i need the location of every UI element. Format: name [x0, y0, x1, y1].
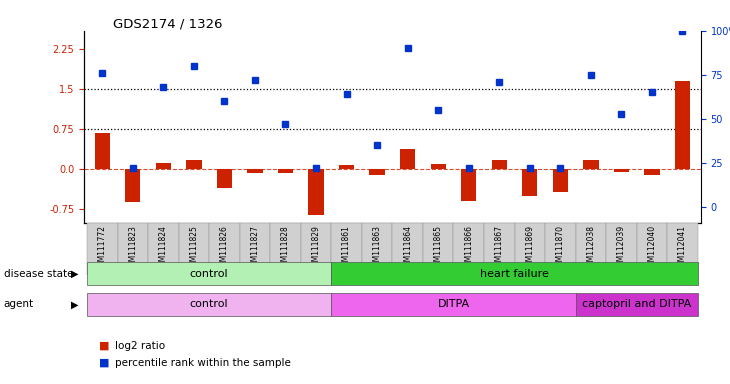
Text: ■: ■	[99, 358, 109, 368]
Bar	[614, 169, 629, 172]
Bar	[645, 169, 660, 175]
Bar	[575, 293, 698, 316]
Text: GSM111823: GSM111823	[128, 225, 137, 271]
Bar	[155, 163, 171, 169]
Bar	[331, 223, 362, 275]
Bar	[545, 223, 575, 275]
Bar	[247, 169, 263, 173]
Bar	[148, 223, 179, 275]
Bar	[515, 223, 545, 275]
Bar	[87, 223, 118, 275]
Bar	[278, 169, 293, 173]
Text: GSM111869: GSM111869	[526, 225, 534, 271]
Text: GSM111861: GSM111861	[342, 225, 351, 271]
Bar	[423, 223, 453, 275]
Text: ▶: ▶	[71, 268, 78, 279]
Text: GSM111863: GSM111863	[372, 225, 382, 271]
Text: captopril and DITPA: captopril and DITPA	[582, 299, 691, 310]
Bar	[210, 223, 239, 275]
Text: GSM111827: GSM111827	[250, 225, 259, 271]
Text: GSM111867: GSM111867	[495, 225, 504, 271]
Text: GSM111866: GSM111866	[464, 225, 473, 271]
Text: GSM112041: GSM112041	[678, 225, 687, 271]
Bar	[95, 133, 110, 169]
Text: DITPA: DITPA	[437, 299, 469, 310]
Text: GSM112040: GSM112040	[648, 225, 656, 271]
Bar	[339, 165, 354, 169]
Bar	[87, 262, 331, 285]
Text: GSM111828: GSM111828	[281, 225, 290, 271]
Text: disease state: disease state	[4, 268, 73, 279]
Bar	[217, 169, 232, 188]
Bar	[308, 169, 323, 215]
Bar	[400, 149, 415, 169]
Bar	[453, 223, 484, 275]
Bar	[637, 223, 667, 275]
Bar	[393, 223, 423, 275]
Bar	[575, 223, 606, 275]
Text: GSM111824: GSM111824	[159, 225, 168, 271]
Text: ■: ■	[99, 341, 109, 351]
Bar	[431, 164, 446, 169]
Text: ▶: ▶	[71, 299, 78, 310]
Text: log2 ratio: log2 ratio	[115, 341, 165, 351]
Text: percentile rank within the sample: percentile rank within the sample	[115, 358, 291, 368]
Text: GSM112038: GSM112038	[586, 225, 596, 271]
Text: control: control	[190, 299, 228, 310]
Text: GSM112039: GSM112039	[617, 225, 626, 271]
Text: GDS2174 / 1326: GDS2174 / 1326	[113, 17, 223, 30]
Bar	[331, 262, 698, 285]
Text: control: control	[190, 268, 228, 279]
Bar	[186, 161, 201, 169]
Bar	[179, 223, 210, 275]
Text: GSM111829: GSM111829	[312, 225, 320, 271]
Bar	[301, 223, 331, 275]
Bar	[484, 223, 515, 275]
Text: GSM111864: GSM111864	[403, 225, 412, 271]
Bar	[362, 223, 393, 275]
Bar	[125, 169, 140, 202]
Bar	[583, 161, 599, 169]
Bar	[553, 169, 568, 192]
Bar	[331, 293, 575, 316]
Text: GSM111870: GSM111870	[556, 225, 565, 271]
Text: GSM111772: GSM111772	[98, 225, 107, 271]
Bar	[606, 223, 637, 275]
Bar	[87, 293, 331, 316]
Bar	[667, 223, 698, 275]
Text: GSM111865: GSM111865	[434, 225, 442, 271]
Text: agent: agent	[4, 299, 34, 310]
Bar	[461, 169, 477, 201]
Bar	[522, 169, 537, 196]
Text: GSM111826: GSM111826	[220, 225, 229, 271]
Bar	[491, 160, 507, 169]
Text: heart failure: heart failure	[480, 268, 549, 279]
Bar	[369, 169, 385, 175]
Text: GSM111825: GSM111825	[189, 225, 199, 271]
Bar	[118, 223, 148, 275]
Bar	[675, 81, 690, 169]
Bar	[270, 223, 301, 275]
Bar	[239, 223, 270, 275]
